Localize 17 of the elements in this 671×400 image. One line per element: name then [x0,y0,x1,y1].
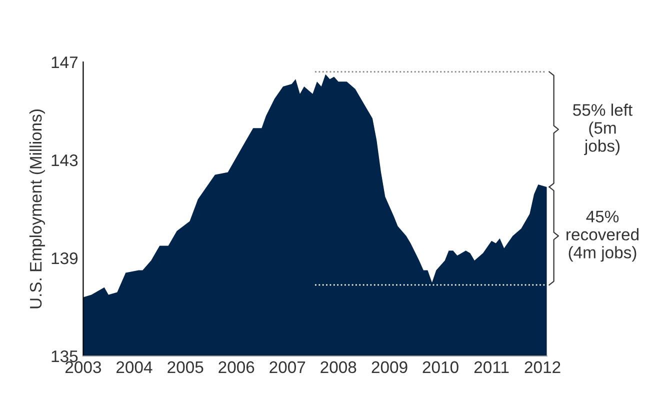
x-tick-label: 2005 [168,361,204,374]
y-axis-title: U.S. Employment (Millions) [29,110,45,308]
x-tick-label: 2012 [524,361,560,374]
y-tick-label: 135 [52,350,78,362]
x-tick-label: 2004 [116,361,152,374]
y-tick-label: 147 [52,56,78,68]
x-tick-label: 2011 [474,361,509,374]
x-tick-label: 2008 [320,361,356,374]
x-tick-label: 2010 [422,361,458,374]
y-tick-label: 139 [52,252,78,264]
x-tick-label: 2007 [270,361,306,374]
x-tick-label: 2006 [218,361,254,374]
text: 45% recovered (4m jobs) [566,210,638,262]
x-tick-label: 2009 [372,361,408,374]
x-tick-label: 2003 [66,361,102,374]
text: 55% left (5m jobs) [573,104,632,156]
y-tick-label: 143 [52,154,78,166]
